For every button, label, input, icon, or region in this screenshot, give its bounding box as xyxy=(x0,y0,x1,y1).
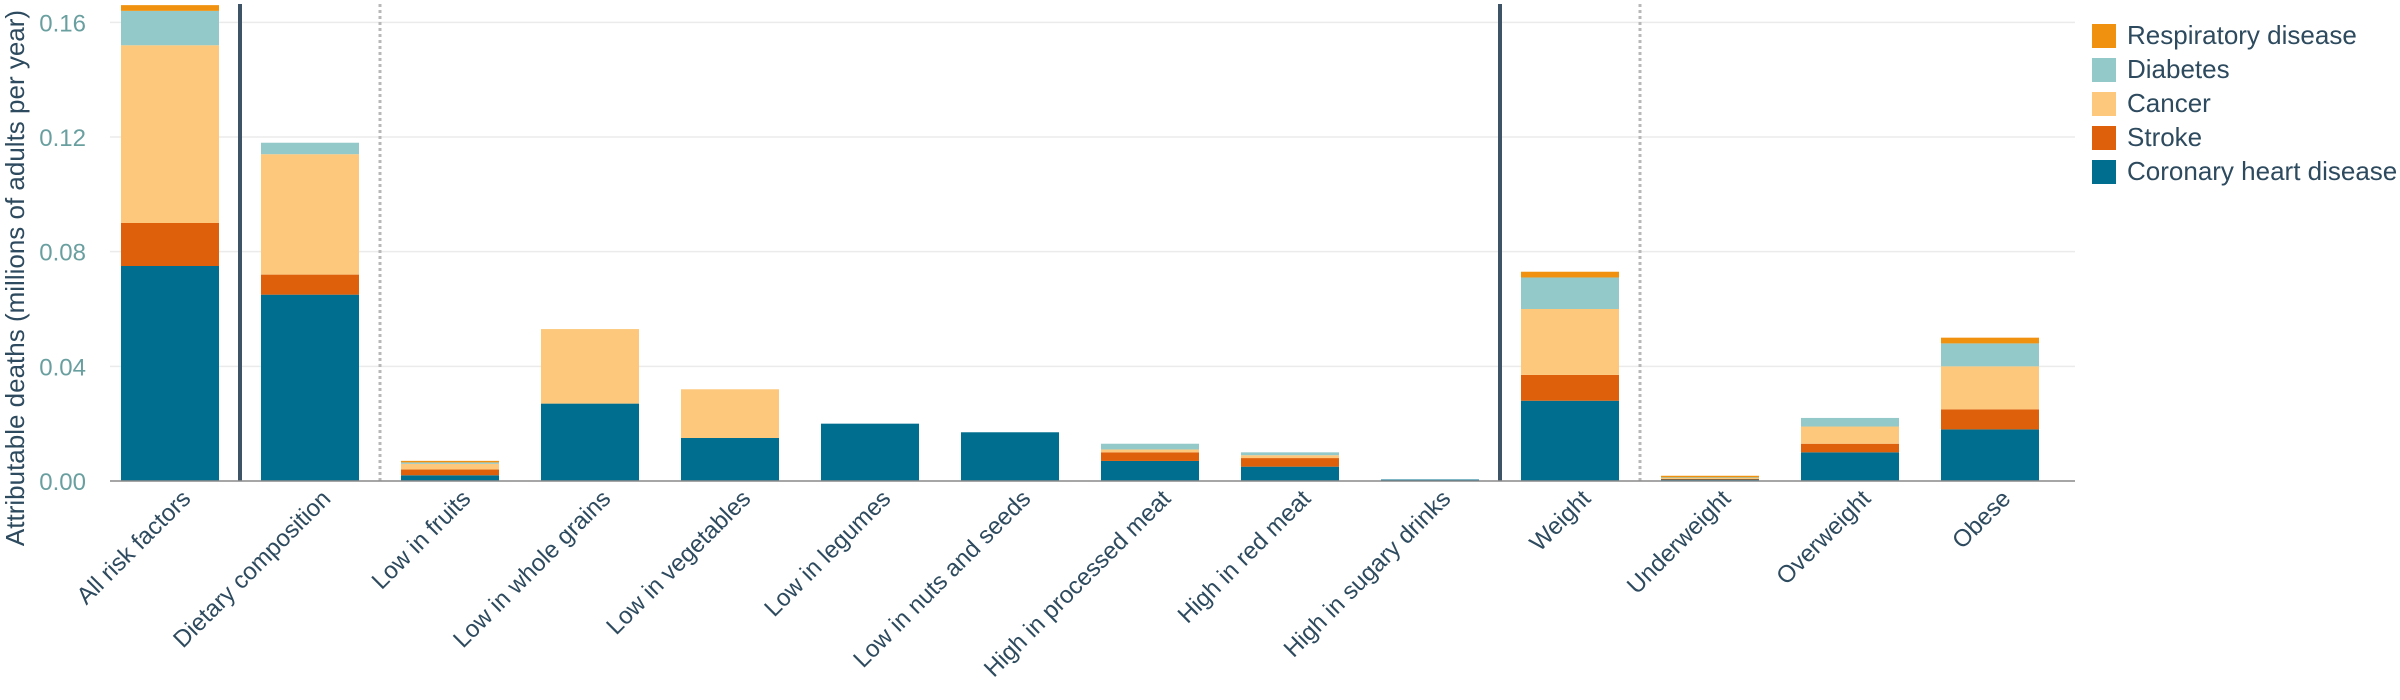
bar-segment-cancer xyxy=(1521,309,1619,375)
bar-segment-diabetes xyxy=(1801,417,1899,427)
bar-segment-cancer xyxy=(1241,455,1339,459)
bar-segment-respiratory-disease xyxy=(1521,271,1619,278)
bar-segment-stroke xyxy=(121,223,219,266)
bar-segment-stroke xyxy=(1521,374,1619,401)
bar-segment-cancer xyxy=(261,154,359,275)
x-category-label: High in red meat xyxy=(1173,485,1317,629)
bar-segment-coronary-heart-disease xyxy=(1521,400,1619,481)
bar-segment-diabetes xyxy=(1941,343,2039,367)
bar-segment-respiratory-disease xyxy=(401,460,499,463)
y-axis-label: Attributable deaths (millions of adults … xyxy=(0,10,30,546)
x-category-label: All risk factors xyxy=(72,485,197,610)
bar-segment-coronary-heart-disease xyxy=(261,294,359,481)
legend-swatch xyxy=(2092,126,2116,150)
y-tick-label: 0.00 xyxy=(39,469,86,496)
bar-segment-cancer xyxy=(541,329,639,404)
legend-label: Cancer xyxy=(2127,88,2211,118)
group-separators xyxy=(238,4,1642,481)
bar-segment-coronary-heart-disease xyxy=(961,432,1059,481)
bar-segment-stroke xyxy=(1801,443,1899,453)
bar-segment-respiratory-disease xyxy=(121,5,219,11)
bar-segment-diabetes xyxy=(261,142,359,155)
legend-label: Coronary heart disease xyxy=(2127,156,2397,186)
legend-swatch xyxy=(2092,24,2116,48)
x-category-label: Low in vegetables xyxy=(601,485,756,640)
x-category-label: Weight xyxy=(1525,485,1597,557)
bar-segment-coronary-heart-disease xyxy=(401,475,499,481)
bar-segment-cancer xyxy=(1801,426,1899,444)
legend-swatch xyxy=(2092,160,2116,184)
bar-segment-coronary-heart-disease xyxy=(541,403,639,481)
bar-segment-cancer xyxy=(401,463,499,470)
bar-segment-diabetes xyxy=(121,10,219,46)
legend: Respiratory disease Diabetes Cancer Stroke C… xyxy=(2092,20,2397,186)
y-tick-label: 0.04 xyxy=(39,354,86,381)
bar-segment-coronary-heart-disease xyxy=(681,438,779,481)
bar-segment-stroke xyxy=(1101,452,1199,461)
bar-segment-coronary-heart-disease xyxy=(1241,466,1339,481)
legend-label: Respiratory disease xyxy=(2127,20,2357,50)
bar-segment-cancer xyxy=(1101,449,1199,453)
bar-segment-cancer xyxy=(121,45,219,224)
bar-segment-cancer xyxy=(681,389,779,438)
bar-segment-cancer xyxy=(1661,477,1759,479)
bar-segment-diabetes xyxy=(1521,277,1619,309)
x-category-label: Low in whole grains xyxy=(448,485,616,653)
x-category-label: Low in fruits xyxy=(367,485,477,595)
bar-segment-coronary-heart-disease xyxy=(1801,452,1899,481)
bar-segment-stroke xyxy=(401,469,499,476)
bar-segment-diabetes xyxy=(1241,452,1339,456)
bar-segment-stroke xyxy=(261,274,359,295)
bar-segment-coronary-heart-disease xyxy=(1101,460,1199,481)
bars xyxy=(121,5,2039,481)
legend-label: Stroke xyxy=(2127,122,2202,152)
bar-segment-cancer xyxy=(1941,366,2039,410)
bar-segment-diabetes xyxy=(1101,443,1199,450)
bar-segment-diabetes xyxy=(401,462,499,464)
x-category-label: Dietary composition xyxy=(168,485,336,653)
x-category-label: Obese xyxy=(1947,485,2016,554)
legend-swatch xyxy=(2092,58,2116,82)
y-tick-label: 0.08 xyxy=(39,240,86,267)
bar-segment-respiratory-disease xyxy=(1661,475,1759,478)
bar-segment-coronary-heart-disease xyxy=(821,423,919,481)
bar-segment-stroke xyxy=(1941,409,2039,430)
bar-segment-coronary-heart-disease xyxy=(121,266,219,481)
bar-segment-stroke xyxy=(1241,458,1339,467)
y-tick-labels: 0.00 0.04 0.08 0.12 0.16 xyxy=(39,10,86,496)
x-category-label: Low in legumes xyxy=(759,485,896,622)
bar-segment-coronary-heart-disease xyxy=(1941,429,2039,481)
y-tick-label: 0.16 xyxy=(39,10,86,37)
grid-lines xyxy=(110,21,2075,482)
legend-swatch xyxy=(2092,92,2116,116)
x-category-label: Overweight xyxy=(1771,485,1876,590)
x-category-label: Underweight xyxy=(1622,485,1737,600)
bar-segment-respiratory-disease xyxy=(1941,337,2039,344)
y-tick-label: 0.12 xyxy=(39,125,86,152)
legend-label: Diabetes xyxy=(2127,54,2230,84)
